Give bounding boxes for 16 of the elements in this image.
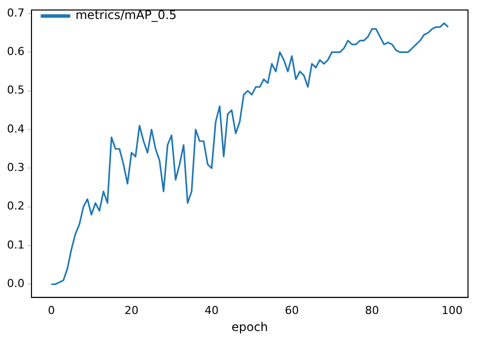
y-tick-label: 0.1: [6, 238, 24, 252]
y-tick-label: 0.3: [6, 161, 24, 174]
y-tick-label: 0.0: [6, 277, 24, 290]
x-tick-label: 80: [365, 304, 379, 317]
y-tick-label: 0.4: [6, 122, 24, 136]
x-tick-label: 100: [442, 304, 463, 317]
y-tick-label: 0.7: [6, 6, 24, 20]
legend-label: metrics/mAP_0.5: [75, 8, 177, 22]
x-tick-label: 40: [204, 304, 219, 317]
x-axis-title: epoch: [231, 320, 268, 334]
x-tick-label: 0: [48, 304, 55, 317]
x-tick-label: 20: [124, 304, 138, 317]
y-tick-label: 0.6: [6, 45, 24, 58]
y-tick-label: 0.5: [6, 84, 24, 97]
x-tick-label: 60: [284, 304, 299, 317]
y-tick-label: 0.2: [6, 200, 24, 213]
